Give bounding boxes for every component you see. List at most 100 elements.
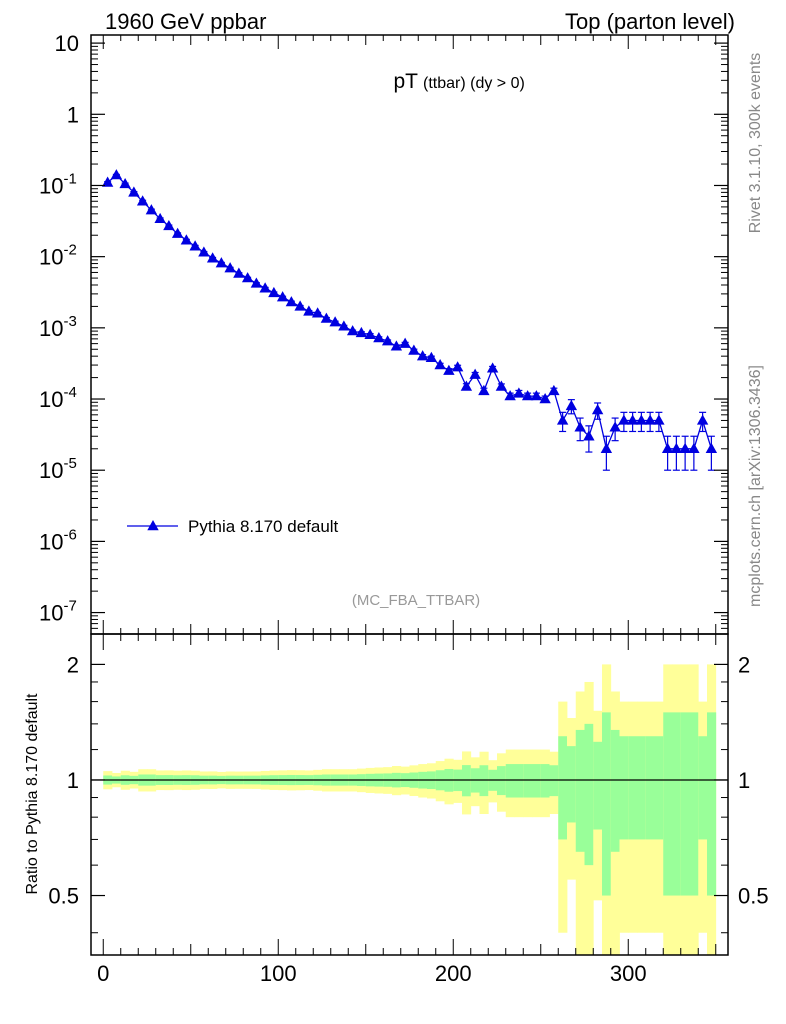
data-point bbox=[241, 272, 254, 283]
legend-entry-label: Pythia 8.170 default bbox=[188, 517, 339, 536]
data-point bbox=[285, 296, 298, 307]
data-point bbox=[215, 257, 228, 268]
ratio-band-inner bbox=[532, 764, 542, 798]
main-plot: pT (ttbar) (dy > 0) 10-7 10-6 10-5 10-4 10-3… bbox=[39, 31, 729, 635]
data-point bbox=[679, 442, 691, 453]
data-point bbox=[233, 267, 245, 278]
data-point bbox=[399, 337, 411, 348]
data-point bbox=[119, 177, 131, 189]
data-point bbox=[171, 227, 184, 238]
ratio-band-inner bbox=[567, 746, 577, 823]
data-point bbox=[206, 252, 219, 263]
rivet-version-label: Rivet 3.1.10, 300k events bbox=[747, 53, 764, 234]
ratio-band-inner bbox=[707, 712, 717, 896]
y-tick-label: 10 bbox=[55, 31, 79, 56]
data-point bbox=[460, 380, 473, 391]
ratio-band-inner bbox=[558, 736, 568, 840]
ratio-band-inner bbox=[619, 736, 629, 840]
data-point bbox=[609, 421, 621, 432]
ratio-band-inner bbox=[462, 765, 472, 797]
data-point bbox=[110, 169, 123, 180]
data-point bbox=[618, 414, 630, 425]
data-point bbox=[583, 430, 595, 441]
ratio-band-inner bbox=[549, 765, 559, 797]
data-point bbox=[311, 307, 324, 318]
series-line bbox=[107, 174, 713, 451]
ratio-band-inner bbox=[584, 723, 594, 866]
ratio-y-tick-label-left: 1 bbox=[67, 768, 79, 793]
x-tick-label: 100 bbox=[260, 961, 297, 986]
data-point bbox=[198, 246, 210, 257]
data-point bbox=[434, 359, 446, 370]
ratio-band-inner bbox=[689, 712, 699, 896]
data-point bbox=[688, 442, 700, 453]
data-point bbox=[443, 364, 455, 375]
data-point bbox=[556, 414, 569, 425]
ratio-band-inner bbox=[645, 736, 655, 840]
legend: Pythia 8.170 default bbox=[127, 517, 339, 536]
ratio-plot-frame bbox=[90, 633, 729, 956]
x-tick-label: 0 bbox=[97, 961, 109, 986]
data-point bbox=[626, 414, 639, 425]
ratio-band-inner bbox=[479, 765, 489, 797]
data-point bbox=[128, 186, 140, 197]
data-point bbox=[670, 442, 683, 453]
data-point bbox=[486, 362, 499, 373]
mcplots-label: mcplots.cern.ch [arXiv:1306.3436] bbox=[747, 365, 764, 607]
data-point bbox=[644, 414, 656, 425]
data-point bbox=[513, 387, 525, 398]
ratio-y-tick-label-left: 0.5 bbox=[48, 884, 79, 909]
ratio-band-inner bbox=[523, 764, 533, 798]
ratio-band-inner bbox=[610, 729, 620, 852]
ratio-band-inner bbox=[637, 736, 647, 840]
ratio-y-tick-label-left: 2 bbox=[67, 652, 79, 677]
ratio-band-inner bbox=[593, 741, 603, 830]
data-point bbox=[591, 404, 604, 415]
data-point bbox=[478, 384, 490, 396]
data-point bbox=[276, 291, 289, 302]
data-point bbox=[548, 384, 560, 396]
y-tick-label: 10-4 bbox=[39, 384, 77, 412]
data-point bbox=[653, 414, 665, 425]
ratio-band-inner bbox=[698, 736, 708, 840]
y-tick-label: 1 bbox=[67, 102, 79, 127]
data-point bbox=[180, 234, 193, 245]
data-point bbox=[504, 390, 516, 401]
ratio-band-inner bbox=[628, 736, 638, 840]
header-right-label: Top (parton level) bbox=[565, 9, 735, 34]
ratio-band-inner bbox=[514, 764, 524, 798]
data-point bbox=[320, 312, 333, 323]
y-tick-label: 10-7 bbox=[39, 598, 77, 626]
header-left-label: 1960 GeV ppbar bbox=[105, 9, 266, 34]
ratio-y-tick-label-right: 0.5 bbox=[738, 884, 769, 909]
plot-title-main: pT bbox=[393, 70, 418, 93]
data-point bbox=[294, 300, 306, 311]
y-tick-label: 10-1 bbox=[39, 170, 77, 198]
data-point bbox=[600, 442, 613, 453]
data-point bbox=[329, 316, 341, 327]
data-point bbox=[635, 414, 648, 425]
ratio-band-inner bbox=[654, 736, 664, 840]
data-point bbox=[416, 350, 429, 361]
data-point bbox=[154, 212, 166, 224]
data-point bbox=[539, 393, 551, 404]
data-point bbox=[189, 240, 201, 251]
data-point bbox=[425, 351, 438, 362]
y-tick-label: 10-3 bbox=[39, 313, 77, 341]
ratio-band-inner bbox=[680, 712, 690, 896]
ratio-band-inner bbox=[505, 764, 515, 798]
data-point bbox=[381, 335, 394, 346]
x-tick-label: 300 bbox=[610, 961, 647, 986]
data-point bbox=[101, 176, 114, 187]
data-point bbox=[346, 325, 359, 336]
data-point bbox=[530, 390, 543, 401]
data-point bbox=[451, 361, 464, 372]
ratio-y-axis-label: Ratio to Pythia 8.170 default bbox=[24, 693, 41, 895]
data-point bbox=[373, 331, 385, 343]
data-point bbox=[268, 286, 280, 298]
data-point bbox=[495, 380, 508, 391]
data-point bbox=[224, 262, 236, 273]
data-point bbox=[338, 320, 350, 331]
ratio-band-inner bbox=[540, 764, 550, 798]
data-point bbox=[303, 305, 315, 316]
